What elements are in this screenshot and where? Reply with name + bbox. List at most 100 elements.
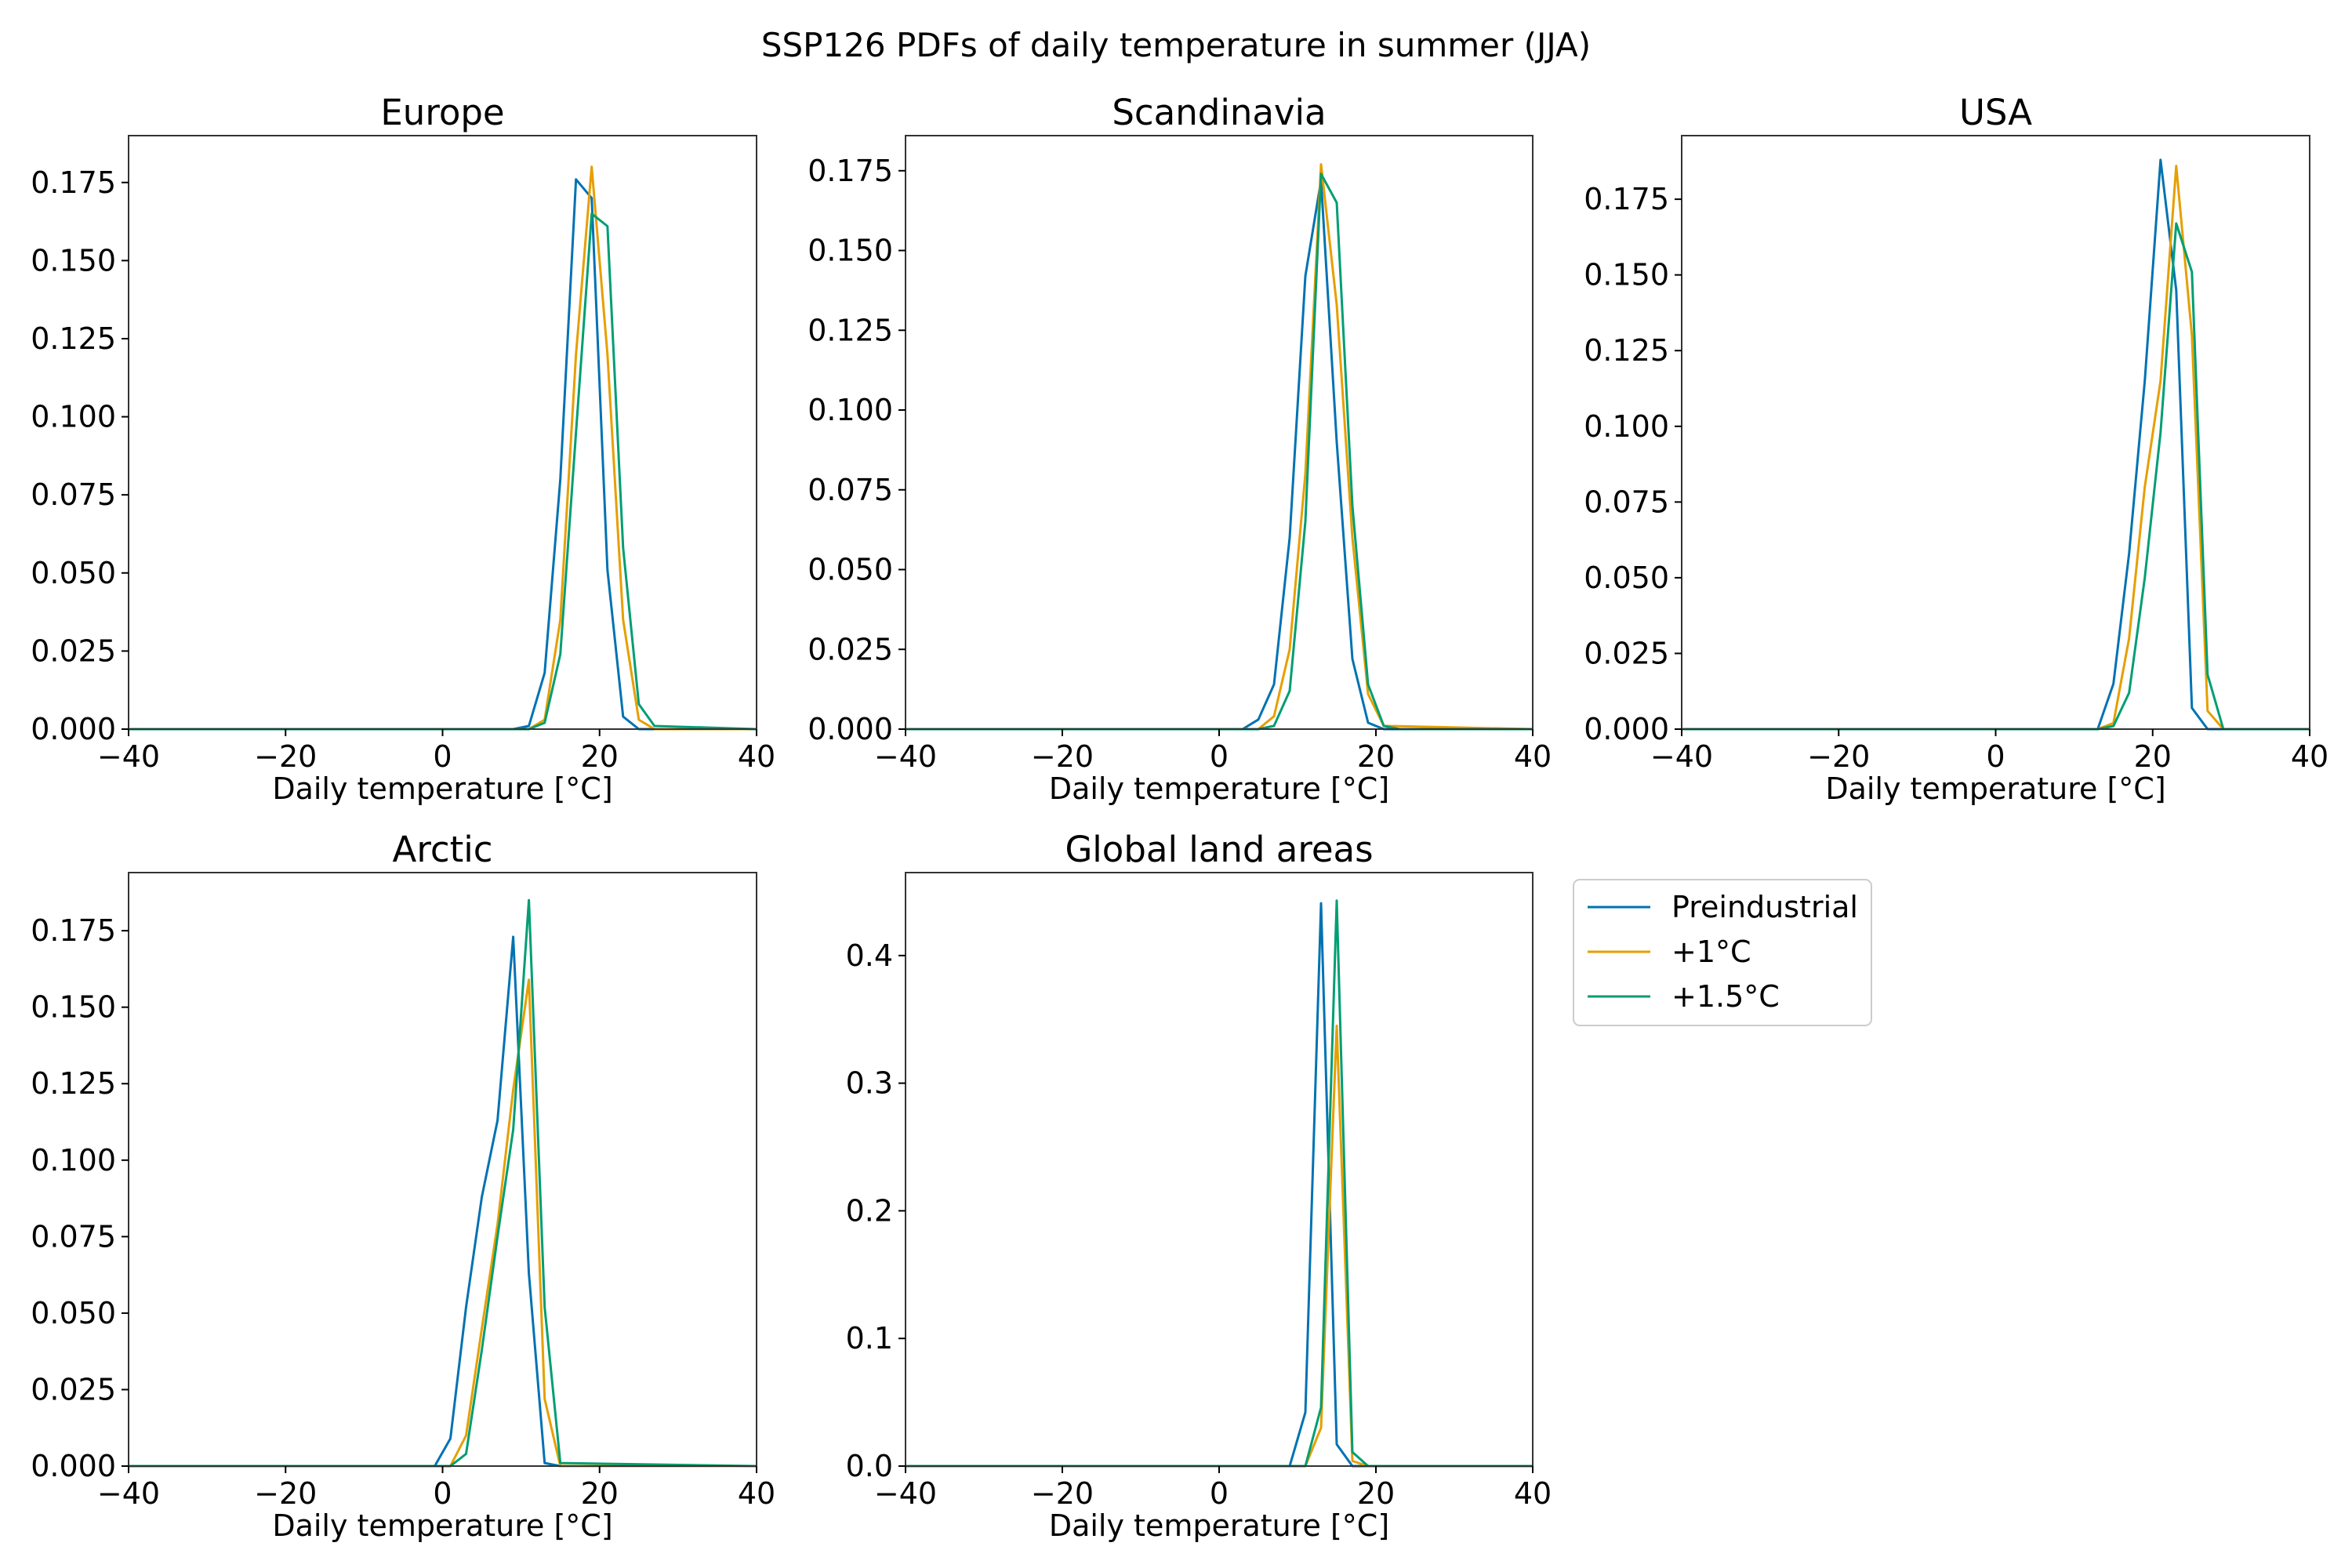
x-tick-label-usa: −40 bbox=[1650, 739, 1713, 774]
x-tick-label-global-land-areas: 0 bbox=[1210, 1476, 1229, 1511]
figure-title: SSP126 PDFs of daily temperature in summ… bbox=[761, 26, 1591, 64]
y-tick-label-global-land-areas: 0.0 bbox=[846, 1449, 893, 1483]
x-tick-label-europe: 0 bbox=[433, 739, 452, 774]
y-tick-label-scandinavia: 0.075 bbox=[808, 473, 893, 507]
y-tick-label-global-land-areas: 0.2 bbox=[846, 1193, 893, 1228]
panel-global-land-areas: Global land areas −40 −20 0 20 40 0.0 0.1 0.2 0.3… bbox=[846, 829, 1552, 1543]
x-tick-label-global-land-areas: −40 bbox=[874, 1476, 937, 1511]
y-tick-label-scandinavia: 0.000 bbox=[808, 712, 893, 746]
y-tick-label-europe: 0.000 bbox=[31, 712, 116, 746]
x-tick-label-usa: 40 bbox=[2291, 739, 2328, 774]
x-tick-label-usa: 20 bbox=[2134, 739, 2172, 774]
panel-title-arctic: Arctic bbox=[393, 829, 493, 870]
y-tick-label-europe: 0.150 bbox=[31, 243, 116, 278]
y-tick-label-arctic: 0.150 bbox=[31, 990, 116, 1025]
y-tick-label-europe: 0.125 bbox=[31, 321, 116, 356]
y-tick-label-arctic: 0.125 bbox=[31, 1066, 116, 1101]
legend-label-preindustrial: Preindustrial bbox=[1671, 890, 1858, 924]
plot-frame-arctic bbox=[128, 872, 757, 1467]
x-tick-label-arctic: −20 bbox=[254, 1476, 317, 1511]
panel-title-usa: USA bbox=[1959, 92, 2032, 133]
x-tick-label-scandinavia: 40 bbox=[1514, 739, 1552, 774]
x-axis-label-usa: Daily temperature [°C] bbox=[1825, 771, 2165, 806]
y-tick-label-scandinavia: 0.175 bbox=[808, 154, 893, 188]
series-line-global-land-areas-plus1-5-c bbox=[906, 899, 1533, 1468]
x-tick-label-global-land-areas: 40 bbox=[1514, 1476, 1552, 1511]
series-line-europe-plus1-c bbox=[129, 165, 757, 731]
y-tick-label-scandinavia: 0.025 bbox=[808, 632, 893, 666]
y-tick-label-scandinavia: 0.050 bbox=[808, 553, 893, 587]
x-axis-label-arctic: Daily temperature [°C] bbox=[272, 1508, 612, 1543]
x-tick-label-europe: 40 bbox=[738, 739, 775, 774]
x-tick-label-scandinavia: −40 bbox=[874, 739, 937, 774]
y-tick-label-arctic: 0.025 bbox=[31, 1372, 116, 1406]
plot-frame-europe bbox=[128, 135, 757, 730]
y-tick-label-arctic: 0.050 bbox=[31, 1296, 116, 1330]
y-tick-label-scandinavia: 0.150 bbox=[808, 234, 893, 268]
panel-arctic: Arctic −40 −20 0 20 40 0.000 0.025 0.050 0.075 0.1… bbox=[31, 829, 775, 1543]
y-tick-label-usa: 0.100 bbox=[1584, 409, 1669, 444]
series-line-europe-preindustrial bbox=[129, 178, 757, 731]
x-tick-label-scandinavia: −20 bbox=[1031, 739, 1094, 774]
y-tick-label-usa: 0.125 bbox=[1584, 333, 1669, 368]
series-line-global-land-areas-preindustrial bbox=[906, 902, 1533, 1468]
panel-scandinavia: Scandinavia −40 −20 0 20 40 0.000 0.025 0.050 0.0… bbox=[808, 92, 1552, 806]
y-tick-label-scandinavia: 0.125 bbox=[808, 313, 893, 347]
series-line-usa-plus1-c bbox=[1682, 165, 2310, 731]
x-tick-label-usa: −20 bbox=[1807, 739, 1870, 774]
panel-title-europe: Europe bbox=[380, 92, 504, 133]
x-tick-label-arctic: 40 bbox=[738, 1476, 775, 1511]
y-tick-label-usa: 0.050 bbox=[1584, 561, 1669, 595]
series-line-usa-preindustrial bbox=[1682, 158, 2310, 731]
y-tick-label-global-land-areas: 0.4 bbox=[846, 938, 893, 973]
x-tick-label-scandinavia: 0 bbox=[1210, 739, 1229, 774]
y-tick-label-europe: 0.175 bbox=[31, 165, 116, 200]
panel-usa: USA −40 −20 0 20 40 0.000 0.025 0.050 0.075 0.100 0… bbox=[1584, 92, 2328, 806]
x-tick-label-europe: 20 bbox=[581, 739, 619, 774]
x-tick-label-global-land-areas: −20 bbox=[1031, 1476, 1094, 1511]
panel-title-scandinavia: Scandinavia bbox=[1112, 92, 1326, 133]
x-tick-label-global-land-areas: 20 bbox=[1357, 1476, 1395, 1511]
y-tick-label-usa: 0.150 bbox=[1584, 258, 1669, 292]
series-line-usa-plus1-5-c bbox=[1682, 222, 2310, 731]
y-tick-label-arctic: 0.075 bbox=[31, 1219, 116, 1254]
legend-box bbox=[1573, 879, 1872, 1026]
legend-label-plus1: +1°C bbox=[1671, 935, 1751, 969]
series-line-scandinavia-preindustrial bbox=[906, 179, 1533, 731]
plot-frame-global-land-areas bbox=[905, 872, 1534, 1467]
y-tick-label-arctic: 0.100 bbox=[31, 1143, 116, 1178]
y-tick-label-usa: 0.000 bbox=[1584, 712, 1669, 746]
x-tick-label-scandinavia: 20 bbox=[1357, 739, 1395, 774]
x-axis-label-europe: Daily temperature [°C] bbox=[272, 771, 612, 806]
x-axis-label-scandinavia: Daily temperature [°C] bbox=[1049, 771, 1389, 806]
y-tick-label-scandinavia: 0.100 bbox=[808, 393, 893, 427]
legend-label-plus1-5: +1.5°C bbox=[1671, 979, 1780, 1014]
x-tick-label-usa: 0 bbox=[1986, 739, 2005, 774]
panel-europe: Europe −40 −20 0 20 40 0.000 0.025 0.050 0.075 0.1… bbox=[31, 92, 775, 806]
y-tick-label-arctic: 0.175 bbox=[31, 913, 116, 948]
y-tick-label-europe: 0.100 bbox=[31, 400, 116, 434]
series-line-arctic-plus1-5-c bbox=[129, 898, 757, 1468]
legend: Preindustrial +1°C +1.5°C bbox=[1573, 879, 1872, 1026]
y-tick-label-europe: 0.075 bbox=[31, 477, 116, 512]
x-tick-label-europe: −40 bbox=[97, 739, 160, 774]
x-tick-label-arctic: −40 bbox=[97, 1476, 160, 1511]
series-line-scandinavia-plus1-5-c bbox=[906, 172, 1533, 731]
y-tick-label-usa: 0.025 bbox=[1584, 636, 1669, 670]
y-tick-label-global-land-areas: 0.1 bbox=[846, 1321, 893, 1356]
series-line-scandinavia-plus1-c bbox=[906, 163, 1534, 731]
y-tick-label-europe: 0.050 bbox=[31, 556, 116, 590]
y-tick-label-arctic: 0.000 bbox=[31, 1449, 116, 1483]
y-tick-label-europe: 0.025 bbox=[31, 633, 116, 668]
series-line-europe-plus1-5-c bbox=[129, 212, 757, 731]
panel-title-global-land-areas: Global land areas bbox=[1065, 829, 1373, 870]
x-tick-label-arctic: 0 bbox=[433, 1476, 452, 1511]
plot-frame-scandinavia bbox=[905, 135, 1534, 730]
series-line-global-land-areas-plus1-c bbox=[906, 1024, 1533, 1468]
plot-frame-usa bbox=[1681, 135, 2310, 730]
series-line-arctic-preindustrial bbox=[129, 935, 757, 1468]
series-line-arctic-plus1-c bbox=[129, 978, 757, 1468]
y-tick-label-global-land-areas: 0.3 bbox=[846, 1066, 893, 1101]
x-tick-label-europe: −20 bbox=[254, 739, 317, 774]
